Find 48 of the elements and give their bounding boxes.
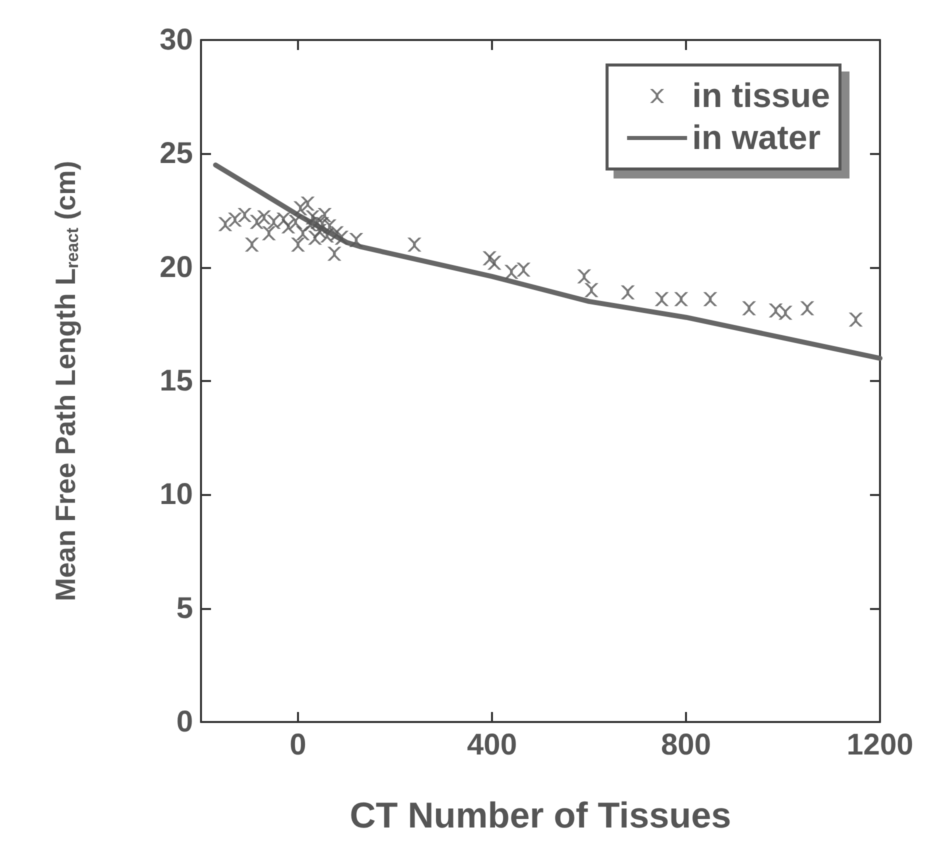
- legend-label: in tissue: [692, 77, 830, 115]
- point: [407, 238, 422, 252]
- point: [244, 238, 259, 252]
- point: [257, 210, 272, 224]
- legend-label: in water: [692, 119, 821, 157]
- point: [674, 292, 688, 306]
- point: [288, 214, 303, 229]
- point: [516, 262, 531, 277]
- point: [584, 283, 598, 298]
- point: [800, 301, 814, 316]
- point: [266, 214, 281, 229]
- y-tick-label: 30: [160, 24, 193, 56]
- point: [577, 269, 592, 284]
- x-tick-label: 400: [466, 728, 518, 762]
- point: [238, 208, 252, 222]
- point: [228, 212, 242, 227]
- y-tick-label: 10: [160, 478, 193, 512]
- point: [349, 233, 364, 248]
- point: [327, 246, 342, 261]
- point: [768, 304, 783, 318]
- point: [322, 219, 337, 234]
- point: [262, 226, 276, 240]
- y-tick-label: 15: [160, 364, 193, 398]
- point: [848, 312, 863, 327]
- point: [487, 256, 502, 270]
- point: [504, 264, 518, 279]
- point: [742, 301, 756, 316]
- y-axis-title: Mean Free Path Length Lreact (cm): [50, 160, 82, 602]
- x-axis-title: CT Number of Tissues: [350, 794, 732, 836]
- point: [300, 196, 315, 211]
- y-tick-label: 25: [160, 137, 193, 170]
- x-tick-label: 800: [660, 728, 712, 762]
- point: [334, 230, 349, 245]
- y-tick-label: 0: [176, 706, 193, 738]
- point: [218, 217, 232, 232]
- point: [318, 208, 332, 222]
- point: [703, 292, 718, 306]
- point: [654, 292, 669, 306]
- point: [293, 201, 308, 216]
- x-tick-label: 1200: [846, 728, 914, 762]
- point: [291, 238, 305, 252]
- point: [281, 219, 296, 234]
- point: [620, 285, 635, 300]
- point: [250, 214, 264, 229]
- y-tick-label: 5: [176, 592, 193, 625]
- point: [778, 306, 792, 320]
- x-tick-label: 0: [290, 728, 306, 762]
- y-tick-label: 20: [160, 250, 193, 284]
